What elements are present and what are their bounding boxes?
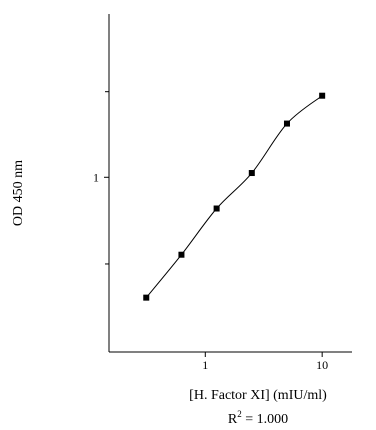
fit-curve: [146, 96, 322, 298]
axes: [109, 14, 352, 352]
ticks: 1 10 1: [93, 92, 328, 372]
y-tick-label-0: 1: [93, 170, 99, 184]
data-point-0: [143, 295, 149, 301]
y-axis-title: OD 450 nm: [11, 160, 26, 226]
x-tick-label-0: 1: [202, 358, 208, 372]
data-point-1: [178, 252, 184, 258]
data-point-2: [214, 206, 220, 212]
x-tick-label-1: 10: [316, 358, 328, 372]
data-point-5: [319, 93, 325, 99]
data-points: [143, 93, 325, 301]
data-point-4: [284, 121, 290, 127]
data-point-3: [249, 170, 255, 176]
r-squared-value: = 1.000: [242, 412, 288, 427]
r-squared-annotation: R2 = 1.000: [228, 409, 288, 427]
x-axis-title: [H. Factor XI] (mIU/ml): [189, 388, 327, 403]
